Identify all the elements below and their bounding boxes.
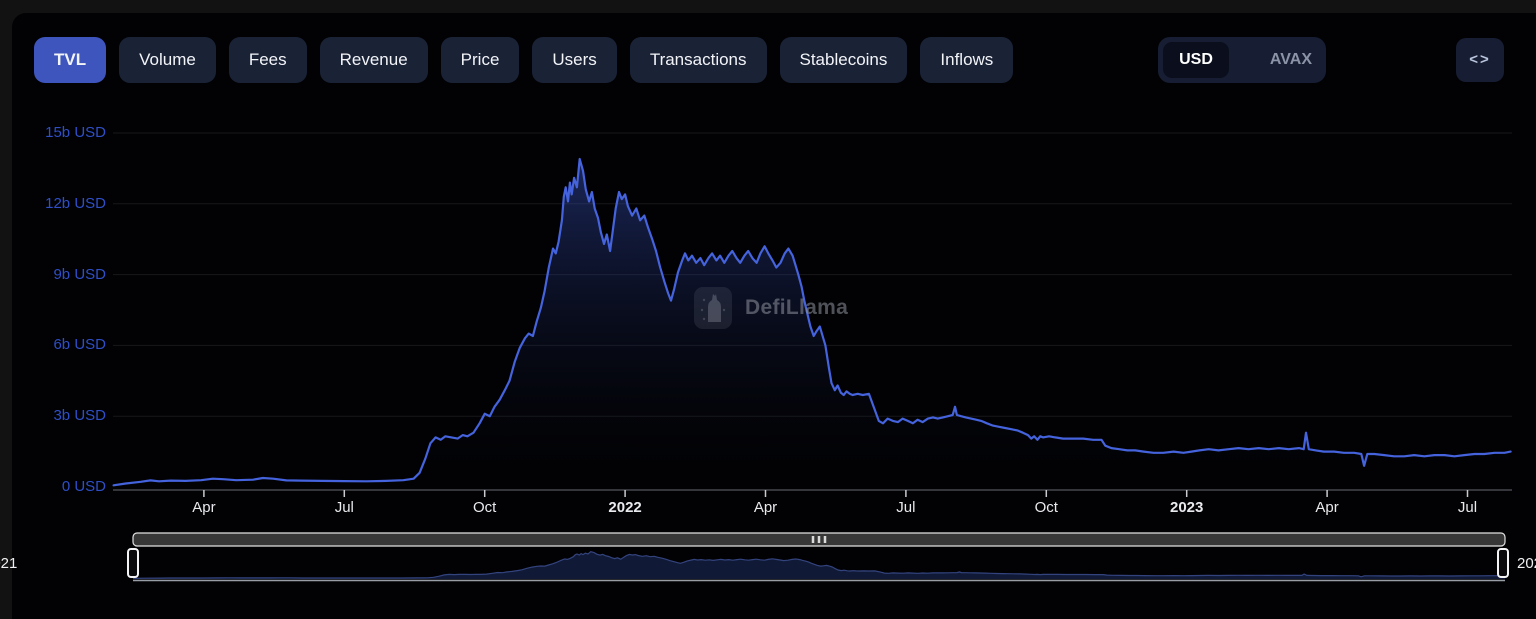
y-axis-label: 15b USD xyxy=(45,124,106,141)
y-axis-label: 6b USD xyxy=(53,336,106,354)
currency-toggle[interactable]: USD AVAX xyxy=(1158,37,1326,83)
code-icon: <> xyxy=(1469,51,1491,68)
x-axis-label: Oct xyxy=(1034,499,1058,516)
y-axis-label: 3b USD xyxy=(53,407,106,425)
x-axis-label: Apr xyxy=(1315,499,1339,516)
x-axis-label: Jul xyxy=(1457,499,1478,516)
x-axis-label: Jul xyxy=(896,499,916,516)
tab-users[interactable]: Users xyxy=(532,37,617,83)
x-axis-label: 2022 xyxy=(608,499,642,516)
embed-code-button[interactable]: <> xyxy=(1456,38,1504,82)
tab-volume[interactable]: Volume xyxy=(119,37,216,83)
x-axis-label: Apr xyxy=(753,499,778,516)
tab-transactions[interactable]: Transactions xyxy=(629,37,767,83)
x-axis-label: 2023 xyxy=(1170,499,1204,516)
brush-grip[interactable] xyxy=(811,536,815,543)
x-axis-label: Apr xyxy=(192,499,216,516)
brush-grip[interactable] xyxy=(817,536,821,543)
brush-handle-right[interactable] xyxy=(1497,548,1509,578)
brush-handle-left[interactable] xyxy=(127,548,139,578)
currency-option-avax[interactable]: AVAX xyxy=(1269,51,1312,68)
currency-option-usd[interactable]: USD xyxy=(1163,42,1229,78)
x-axis-label: Jul xyxy=(334,499,354,516)
tab-inflows[interactable]: Inflows xyxy=(920,37,1014,83)
brush-end-label: 2023 xyxy=(1517,555,1536,572)
y-axis-label: 0 USD xyxy=(61,478,106,495)
brush-grip[interactable] xyxy=(823,536,827,543)
tab-revenue[interactable]: Revenue xyxy=(319,37,428,83)
y-axis-label: 9b USD xyxy=(53,265,106,283)
tab-price[interactable]: Price xyxy=(440,37,520,83)
y-axis-label: 12b USD xyxy=(45,194,106,212)
tab-fees[interactable]: Fees xyxy=(228,37,307,83)
x-axis-label: Oct xyxy=(473,499,497,516)
tab-tvl[interactable]: TVL xyxy=(34,37,107,83)
tab-stablecoins[interactable]: Stablecoins xyxy=(779,37,908,83)
metric-tab-bar: TVL Volume Fees Revenue Price Users Transactio… xyxy=(34,37,1014,83)
brush-start-label: 2021 xyxy=(0,555,18,572)
